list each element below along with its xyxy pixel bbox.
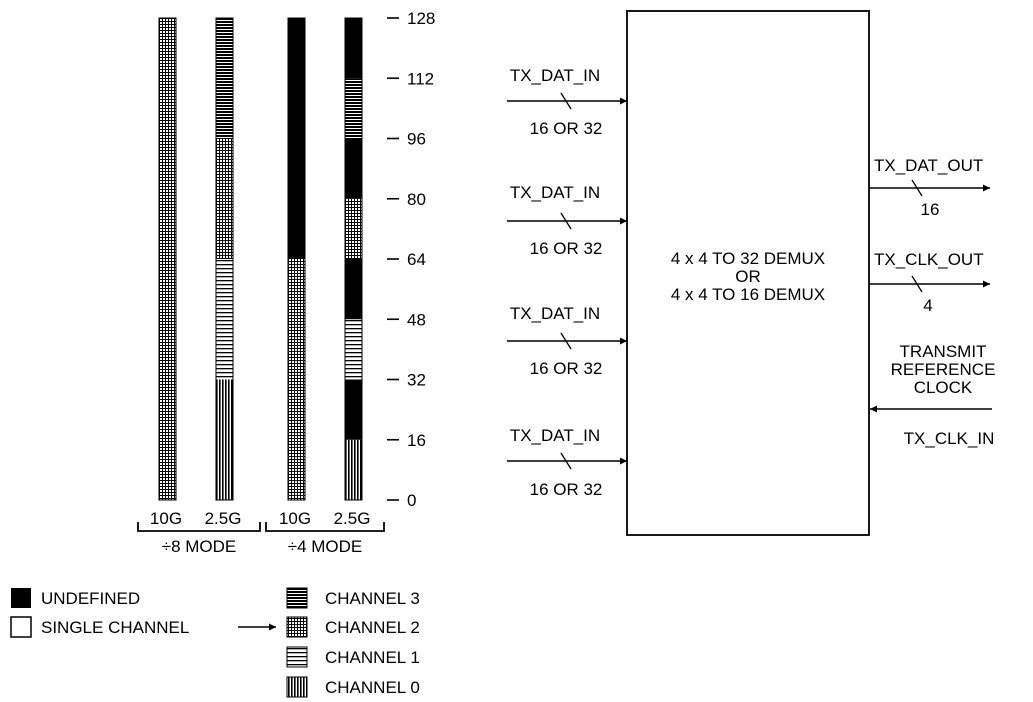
bar-label-2-5g-div8: 2.5G — [205, 509, 242, 528]
channel-map-bars — [158, 17, 363, 501]
legend-swatch-channel-2 — [286, 616, 308, 638]
scale-tick-label: 16 — [407, 431, 426, 450]
scale-tick-label: 80 — [407, 190, 426, 209]
bus-slash — [560, 92, 572, 110]
output-signal-name: TX_DAT_OUT — [874, 156, 983, 175]
demux-label-line3: 4 x 4 TO 16 DEMUX — [671, 285, 825, 304]
channel-bar — [215, 17, 234, 501]
bar-segment-black — [345, 18, 362, 79]
input-bus-width: 16 OR 32 — [530, 239, 603, 258]
legend-swatch-undefined — [11, 588, 31, 608]
demux-label-line1: 4 x 4 TO 32 DEMUX — [671, 249, 825, 268]
demux-label-line2: OR — [735, 267, 761, 286]
bar-label-10g-div8: 10G — [150, 509, 182, 528]
bar-segment-horz — [345, 319, 362, 380]
legend-swatch-channel-0 — [286, 676, 308, 698]
input-tx-dat-in-2: TX_DAT_IN 16 OR 32 — [507, 183, 627, 258]
bar-segment-vert — [345, 439, 362, 500]
input-tx-dat-in-4: TX_DAT_IN 16 OR 32 — [507, 426, 627, 499]
scale-tick-label: 128 — [407, 9, 435, 28]
ref-clock-label-line2: REFERENCE — [891, 360, 996, 379]
legend-label-channel-1: CHANNEL 1 — [325, 648, 420, 667]
bar-segment-dense — [345, 78, 362, 139]
scale-tick-label: 96 — [407, 130, 426, 149]
input-tx-dat-in-1: TX_DAT_IN 16 OR 32 — [507, 66, 627, 138]
output-signal-name: TX_CLK_OUT — [874, 250, 984, 269]
mode-bracket-div8 — [137, 522, 261, 532]
input-bus-width: 16 OR 32 — [530, 119, 603, 138]
ref-clock-label-line1: TRANSMIT — [900, 342, 987, 361]
mode-bracket-div4 — [265, 522, 385, 532]
scale-tick-label: 0 — [407, 491, 416, 510]
bar-segment-black — [288, 18, 305, 259]
legend-label-channel-2: CHANNEL 2 — [325, 618, 420, 637]
output-bus-width: 4 — [923, 296, 932, 315]
bar-segment-grid — [345, 198, 362, 259]
bar-outline — [344, 17, 363, 501]
bus-slash — [560, 212, 572, 230]
bar-segment-vert — [216, 379, 233, 500]
bar-segment-grid — [216, 138, 233, 259]
mode-label-div8: ÷8 MODE — [162, 537, 237, 556]
ref-clock-label-line3: CLOCK — [914, 378, 973, 397]
bar-segment-black — [345, 259, 362, 320]
reference-clock-input: TRANSMIT REFERENCE CLOCK TX_CLK_IN — [870, 342, 995, 448]
bar-segment-dense — [216, 18, 233, 139]
bar-segment-black — [345, 138, 362, 199]
scale-tick-label: 112 — [407, 69, 434, 88]
output-tx-dat-out: TX_DAT_OUT 16 — [869, 156, 990, 219]
input-signal-name: TX_DAT_IN — [510, 426, 600, 445]
bar-outline — [158, 17, 177, 501]
bar-label-10g-div4: 10G — [279, 509, 311, 528]
scale-tick-label: 64 — [407, 250, 426, 269]
output-tx-clk-out: TX_CLK_OUT 4 — [869, 250, 990, 315]
input-bus-width: 16 OR 32 — [530, 359, 603, 378]
input-signal-name: TX_DAT_IN — [510, 304, 600, 323]
input-signal-name: TX_DAT_IN — [510, 66, 600, 85]
bar-outline — [287, 17, 306, 501]
bus-slash — [911, 275, 923, 293]
output-bus-width: 16 — [921, 200, 940, 219]
input-signal-name: TX_DAT_IN — [510, 183, 600, 202]
mode-label-div4: ÷4 MODE — [288, 537, 363, 556]
bar-segment-horz — [216, 259, 233, 380]
input-bus-width: 16 OR 32 — [530, 480, 603, 499]
channel-bar — [158, 17, 177, 501]
channel-bar — [287, 17, 306, 501]
legend-swatch-channel-1 — [286, 646, 308, 668]
address-scale: 128 112 96 80 64 48 32 16 0 — [387, 9, 435, 510]
ref-clock-signal-name: TX_CLK_IN — [904, 429, 995, 448]
scale-tick-label: 32 — [407, 371, 426, 390]
legend-label-single-channel: SINGLE CHANNEL — [41, 618, 189, 637]
scale-tick-label: 48 — [407, 310, 426, 329]
legend-label-undefined: UNDEFINED — [41, 589, 140, 608]
bar-label-2-5g-div4: 2.5G — [334, 509, 371, 528]
legend-label-channel-3: CHANNEL 3 — [325, 589, 420, 608]
bar-outline — [215, 17, 234, 501]
legend-swatch-single-channel — [10, 616, 32, 638]
bus-slash — [560, 452, 572, 470]
demux-block — [626, 10, 870, 536]
bar-segment-black — [345, 379, 362, 440]
legend-label-channel-0: CHANNEL 0 — [325, 678, 420, 697]
legend-swatch-channel-3 — [286, 587, 308, 609]
bus-slash — [560, 332, 572, 350]
bus-slash — [911, 179, 923, 197]
bar-segment-grid — [159, 18, 176, 500]
channel-bar — [344, 17, 363, 501]
input-tx-dat-in-3: TX_DAT_IN 16 OR 32 — [507, 304, 627, 378]
bar-segment-grid — [288, 259, 305, 500]
